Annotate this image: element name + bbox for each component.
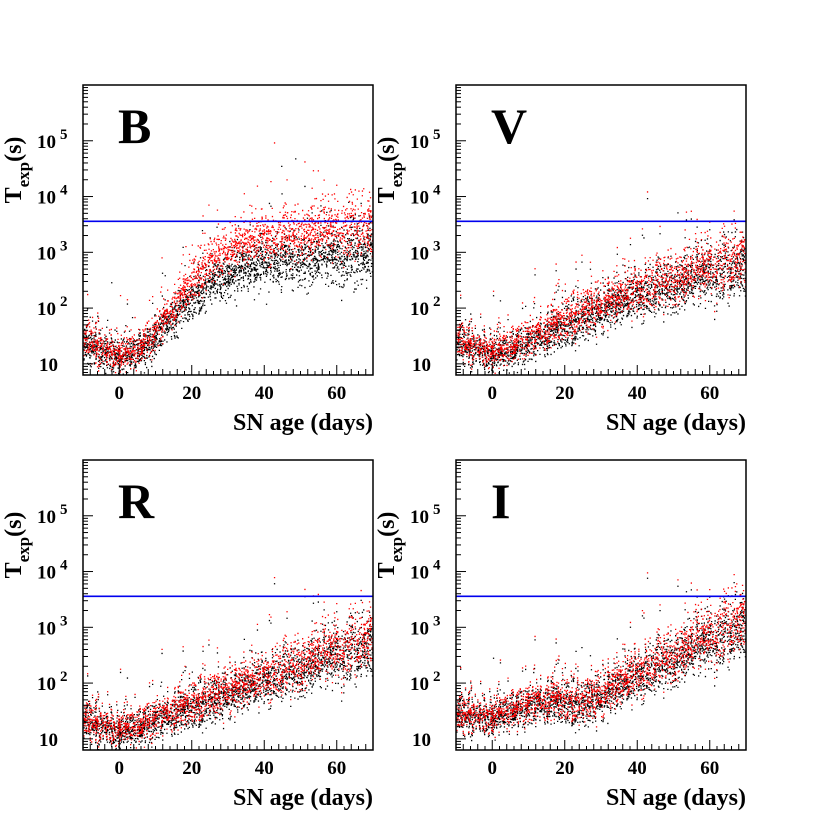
x-axis-ticks [89, 365, 374, 375]
series-red-dots [83, 142, 373, 374]
y-axis-ticks [456, 84, 466, 373]
x-axis-ticks [89, 740, 374, 750]
y-axis-ticks [83, 84, 93, 373]
y-axis-title: Texp(s) [374, 512, 406, 579]
series-black-dots [83, 583, 373, 750]
x-tick-label: 20 [182, 383, 201, 404]
x-tick-label: 0 [488, 758, 498, 779]
y-tick-label: 10 3 [37, 238, 68, 264]
x-axis-title: SN age (days) [233, 785, 373, 811]
y-tick-label: 10 5 [410, 502, 441, 528]
y-tick-label: 10 [39, 355, 58, 376]
x-tick-label: 20 [182, 758, 201, 779]
series-red-dots [456, 191, 746, 374]
series-red [83, 142, 373, 374]
y-axis-title: Texp(s) [374, 137, 406, 204]
band-label: V [491, 98, 527, 154]
y-axis-ticks [456, 459, 466, 748]
y-tick-label: 10 5 [37, 127, 68, 153]
x-tick-label: 0 [115, 383, 125, 404]
y-tick-label: 10 4 [37, 183, 68, 209]
scatter-points [456, 572, 746, 742]
scatter-points [83, 142, 373, 375]
x-tick-label: 40 [255, 383, 274, 404]
x-axis-ticks [462, 740, 747, 750]
y-tick-label: 10 3 [37, 613, 68, 639]
x-tick-label: 60 [327, 383, 346, 404]
y-axis-ticks [83, 459, 93, 748]
series-red [456, 191, 746, 374]
series-red [83, 577, 373, 749]
series-black-dots [456, 198, 746, 374]
x-axis-ticks [462, 365, 747, 375]
x-tick-label: 0 [488, 383, 498, 404]
x-axis-title: SN age (days) [233, 410, 373, 436]
scatter-points [83, 577, 373, 750]
y-tick-label: 10 5 [37, 502, 68, 528]
x-tick-label: 40 [628, 383, 647, 404]
y-axis-title: Texp(s) [1, 137, 33, 204]
band-label: B [118, 98, 151, 154]
series-black [456, 198, 746, 374]
y-tick-label: 10 3 [410, 613, 441, 639]
y-axis-title: Texp(s) [1, 512, 33, 579]
x-tick-label: 20 [555, 758, 574, 779]
y-tick-label: 10 2 [410, 669, 441, 695]
x-tick-label: 40 [255, 758, 274, 779]
y-tick-label: 10 5 [410, 127, 441, 153]
series-black [83, 158, 373, 375]
y-tick-label: 10 3 [410, 238, 441, 264]
x-tick-label: 60 [327, 758, 346, 779]
y-tick-label: 10 [412, 355, 431, 376]
y-tick-label: 10 2 [37, 294, 68, 320]
series-black [83, 583, 373, 750]
y-tick-label: 10 4 [410, 183, 441, 209]
y-tick-label: 10 [412, 730, 431, 751]
y-tick-label: 10 2 [410, 294, 441, 320]
y-tick-label: 10 2 [37, 669, 68, 695]
scatter-points [456, 191, 746, 374]
y-tick-label: 10 4 [37, 558, 68, 584]
series-red [456, 572, 746, 739]
x-tick-label: 0 [115, 758, 125, 779]
x-axis-title: SN age (days) [606, 410, 746, 436]
band-label: I [491, 473, 510, 529]
y-tick-label: 10 [39, 730, 58, 751]
y-tick-label: 10 4 [410, 558, 441, 584]
x-tick-label: 20 [555, 383, 574, 404]
x-axis-title: SN age (days) [606, 785, 746, 811]
x-tick-label: 60 [700, 758, 719, 779]
x-tick-label: 40 [628, 758, 647, 779]
series-red-dots [83, 577, 373, 749]
band-label: R [118, 473, 155, 529]
x-tick-label: 60 [700, 383, 719, 404]
series-black-dots [83, 158, 373, 375]
series-red-dots [456, 572, 746, 739]
